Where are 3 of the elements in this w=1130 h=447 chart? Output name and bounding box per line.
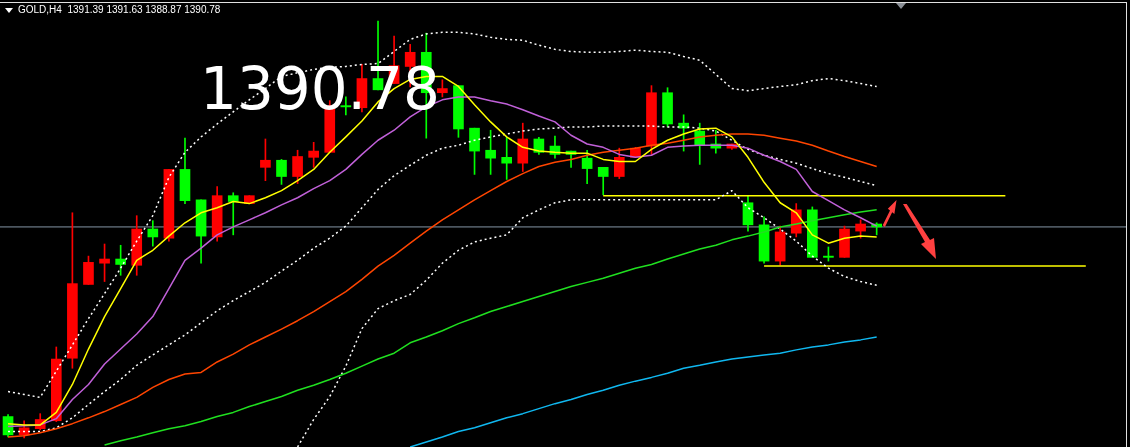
candlestick bbox=[501, 136, 513, 180]
candlestick bbox=[227, 192, 239, 236]
chart-title: GOLD,H4 1391.39 1391.63 1388.87 1390.78 bbox=[18, 4, 221, 15]
